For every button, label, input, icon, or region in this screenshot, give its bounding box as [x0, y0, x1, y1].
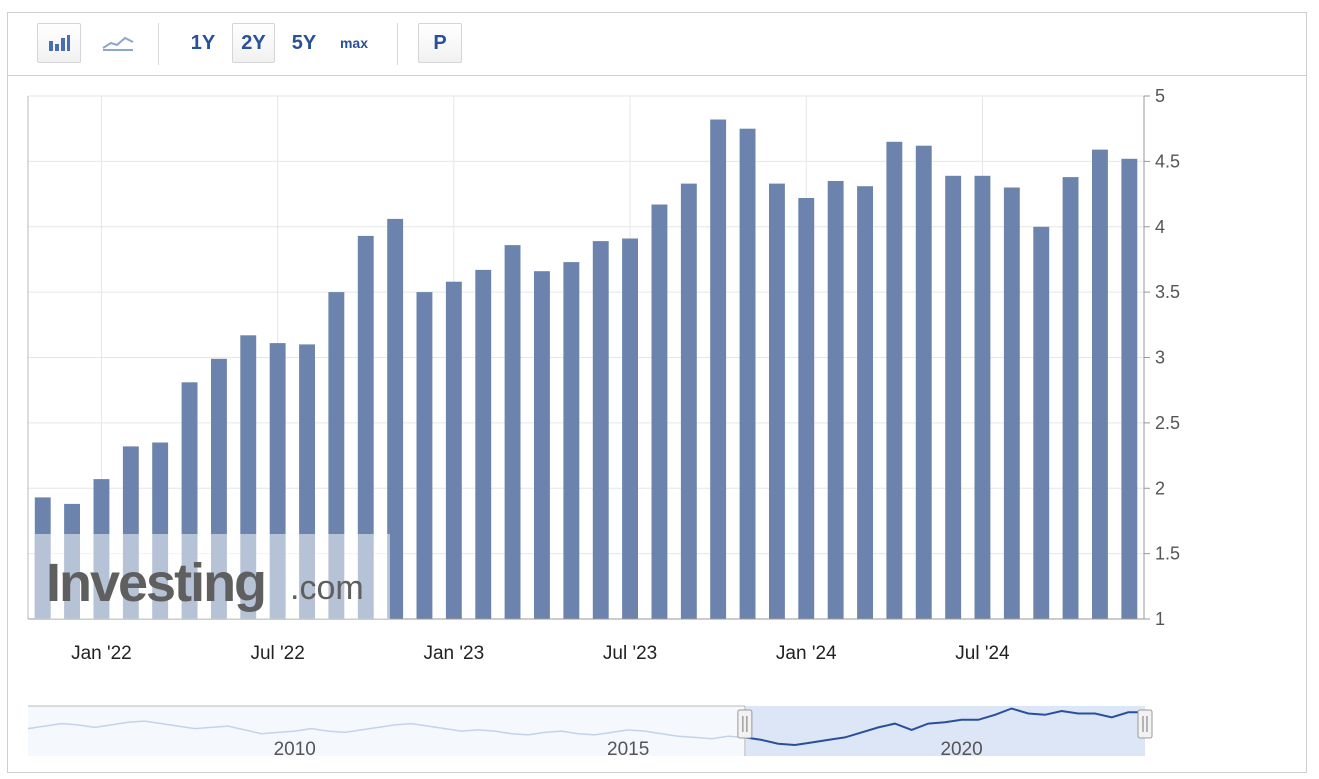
bar[interactable]: [534, 271, 550, 619]
y-tick-label: 1.5: [1155, 544, 1180, 564]
bar[interactable]: [1092, 149, 1108, 619]
bar[interactable]: [416, 292, 433, 619]
y-tick-label: 4: [1155, 217, 1165, 237]
range-5y-button[interactable]: 5Y: [291, 31, 317, 54]
x-tick-label: Jul '22: [250, 643, 304, 664]
bar[interactable]: [857, 186, 873, 619]
bar[interactable]: [915, 145, 932, 619]
range-2y-button[interactable]: 2Y: [232, 23, 275, 63]
bar[interactable]: [1033, 226, 1050, 620]
navigator-handle-left[interactable]: [737, 709, 753, 739]
bar[interactable]: [445, 281, 462, 619]
y-axis-labels: 1 1.5 2 2.5 3 3.5 4 4.5 5: [1155, 86, 1180, 629]
investing-watermark: Investing .com: [35, 534, 390, 619]
y-tick-label: 3.5: [1155, 282, 1180, 302]
bar[interactable]: [827, 181, 844, 619]
x-tick-label: Jan '23: [423, 643, 484, 664]
x-tick-label: Jul '23: [603, 643, 657, 664]
bar[interactable]: [1121, 158, 1138, 620]
navigator-year-label: 2010: [274, 739, 316, 760]
range-max-button[interactable]: max: [339, 35, 369, 51]
y-tick-label: 2.5: [1155, 413, 1180, 433]
y-tick-label: 3: [1155, 348, 1165, 368]
line-chart-icon: [102, 36, 134, 51]
bar-chart-icon: [49, 35, 70, 51]
bar[interactable]: [622, 238, 638, 620]
bar[interactable]: [475, 269, 492, 619]
navigator-year-label: 2020: [940, 739, 982, 760]
watermark-brand: Investing: [46, 553, 265, 613]
navigator-year-label: 2015: [607, 739, 649, 760]
toolbar-divider: [158, 23, 159, 65]
bar[interactable]: [592, 241, 609, 619]
y-tick-label: 5: [1155, 86, 1165, 106]
bar[interactable]: [769, 183, 785, 619]
bar[interactable]: [563, 262, 580, 619]
line-chart-button[interactable]: [98, 23, 138, 63]
chart-widget: 1Y 2Y 5Y max P 1 1.5 2 2.5 3 3.5 4 4.5 5 Jan '22…: [7, 12, 1307, 773]
range-1y-button[interactable]: 1Y: [190, 31, 216, 54]
bar[interactable]: [710, 119, 727, 620]
bar[interactable]: [945, 175, 962, 620]
bar[interactable]: [1003, 187, 1020, 620]
bar[interactable]: [504, 245, 521, 619]
navigator-selected-line: [744, 707, 1145, 747]
y-tick-label: 2: [1155, 478, 1165, 498]
popout-button[interactable]: P: [418, 23, 462, 63]
x-tick-label: Jan '24: [776, 643, 837, 664]
bar[interactable]: [357, 235, 374, 619]
range-navigator[interactable]: 2010 2015 2020: [27, 705, 1153, 760]
y-tick-label: 4.5: [1155, 151, 1180, 171]
bar-chart-button[interactable]: [37, 23, 81, 63]
x-axis-labels: Jan '22 Jul '22 Jan '23 Jul '23 Jan '24 Jul '…: [71, 643, 1010, 664]
chart-toolbar: 1Y 2Y 5Y max P: [8, 13, 1306, 76]
chart-area: 11.522.533.544.55 Jan '22 Jul '22 Jan '23 J…: [27, 86, 1180, 760]
bar[interactable]: [739, 128, 756, 619]
bar[interactable]: [886, 141, 903, 620]
bar[interactable]: [1062, 177, 1079, 619]
x-tick-label: Jul '24: [955, 643, 1010, 664]
watermark-backdrop: [35, 534, 390, 619]
x-tick-label: Jan '22: [71, 643, 132, 664]
y-tick-label: 1: [1155, 609, 1165, 629]
bar[interactable]: [974, 175, 991, 620]
bar[interactable]: [651, 204, 668, 620]
bar[interactable]: [387, 218, 404, 619]
bar[interactable]: [680, 183, 697, 619]
navigator-handle-right[interactable]: [1137, 709, 1153, 739]
watermark-suffix: .com: [290, 569, 364, 607]
bar[interactable]: [798, 198, 815, 619]
toolbar-divider: [397, 23, 398, 65]
